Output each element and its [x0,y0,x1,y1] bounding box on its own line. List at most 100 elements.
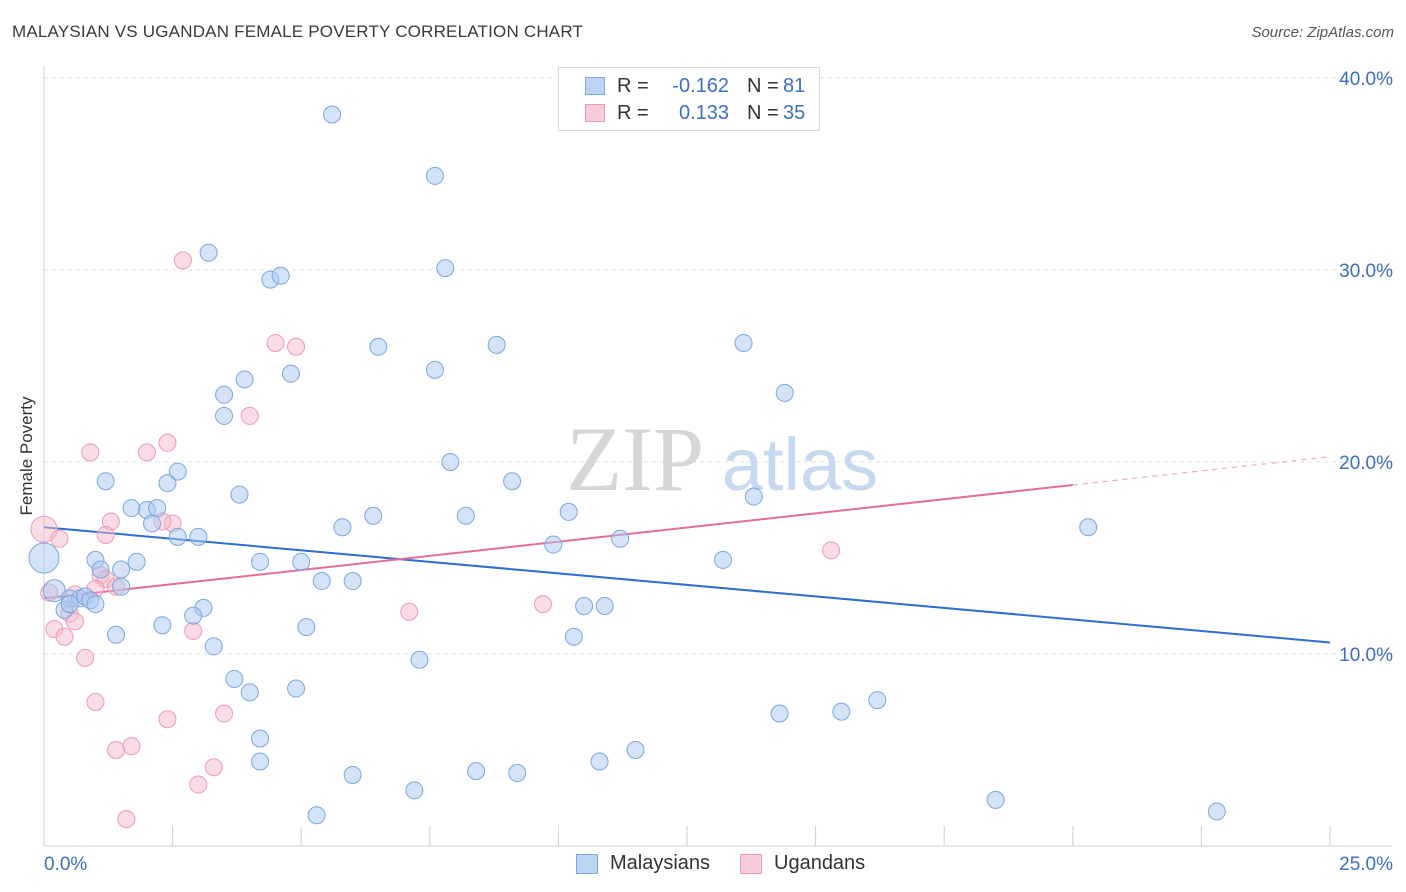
malaysians-point [775,383,794,402]
malaysians-point [503,472,522,491]
legend-label-malaysians: Malaysians [610,852,711,874]
ugandans-point [204,758,223,777]
malaysians-point [112,560,131,579]
malaysians-point [112,577,131,596]
malaysians-point [611,529,630,548]
malaysians-point [312,572,331,591]
malaysians-point [744,487,763,506]
malaysians-point [986,790,1005,809]
ugandans-point [158,710,177,729]
malaysians-point [215,385,234,404]
ugandans-point [266,333,285,352]
ugandans-point [117,810,136,829]
ugandans-point [215,704,234,723]
source-label: Source: ZipAtlas.com [1251,24,1394,41]
ugandans-point [287,337,306,356]
ugandans-swatch [585,104,605,122]
x-tick-labels: 0.0% 25.0% [44,854,1393,875]
malaysians-point [1207,802,1226,821]
malaysians-point [770,704,789,723]
malaysians-point [148,499,167,518]
n-value: 35 [783,101,806,124]
y-tick-labels: 10.0% 20.0% 30.0% 40.0% [1339,69,1393,666]
ugandans-point [50,529,69,548]
ugandans-point [137,443,156,462]
y-tick-label: 20.0% [1339,453,1393,474]
malaysians-point [96,472,115,491]
malaysians-point [425,166,444,185]
x-tick-label: 25.0% [1339,854,1393,875]
ugandans-point [76,648,95,667]
malaysians-point [158,474,177,493]
malaysians-point [240,683,259,702]
malaysians-point [127,552,146,571]
malaysians-point [456,506,475,525]
legend-item-malaysians[interactable]: Malaysians [576,852,710,875]
y-tick-label: 40.0% [1339,69,1393,90]
ugandans-point [30,515,58,543]
axes [43,66,1392,847]
malaysians-point [626,741,645,759]
malaysians-point [590,752,609,771]
malaysians-point [544,535,563,554]
malaysians-point [333,518,352,537]
malaysians-point [410,650,429,669]
n-label: N = [747,101,779,124]
malaysians-point [369,337,388,356]
malaysians-point [287,679,306,698]
malaysians-point [508,764,527,783]
malaysians-point [91,560,110,579]
malaysians-point [28,542,60,574]
malaysians-point [714,550,733,569]
ugandans-point [96,525,115,544]
ugandans-point [533,595,552,614]
malaysians-point [230,485,249,504]
r-label: R = [617,74,649,97]
malaysians-point [251,752,270,771]
malaysians-point [323,105,342,124]
stats-legend-row-malaysians: R = -0.162 N = 81 [585,74,805,98]
legend-item-ugandans[interactable]: Ugandans [740,852,865,875]
ugandans-point [822,541,841,560]
malaysians-point [281,364,300,383]
malaysians-point [467,762,486,781]
ugandans-point [400,602,419,621]
watermark-zip: ZIP [566,408,704,510]
malaysians-point [441,453,460,471]
watermark: ZIP atlas [566,408,878,510]
malaysians-trend-line [43,526,1331,644]
malaysians-point [60,595,79,614]
ugandans-point [189,775,208,794]
malaysians-point [575,597,594,615]
malaysians-point [107,625,126,644]
malaysians-point [595,597,614,615]
malaysians-swatch [576,853,598,874]
ugandans-point [184,621,203,640]
malaysians-point [199,243,218,262]
malaysians-point [225,669,244,688]
ugandans-point [86,693,105,711]
legend-label-ugandans: Ugandans [774,852,866,874]
stats-legend: R = -0.162 N = 81 R = 0.133 N = 35 [558,67,820,131]
malaysians-point [168,527,187,546]
malaysians-point [364,506,383,525]
malaysians-point [297,618,316,637]
malaysians-point [343,572,362,591]
x-tick-label: 0.0% [44,854,87,875]
malaysians-point [868,691,887,710]
malaysians-point [251,729,270,748]
malaysians-point [292,552,311,571]
malaysians-point [204,637,223,656]
ugandans-trend-extension [1072,456,1331,486]
y-tick-label: 10.0% [1339,645,1393,666]
ugandans-point [65,612,84,631]
malaysians-point [425,360,444,379]
r-label: R = [617,101,649,124]
malaysians-point [251,552,270,571]
ugandans-point [158,433,177,452]
chart-title: MALAYSIAN VS UGANDAN FEMALE POVERTY CORR… [12,22,584,41]
malaysians-point [559,502,578,521]
y-tick-label: 30.0% [1339,261,1393,282]
malaysians-point [184,606,203,625]
